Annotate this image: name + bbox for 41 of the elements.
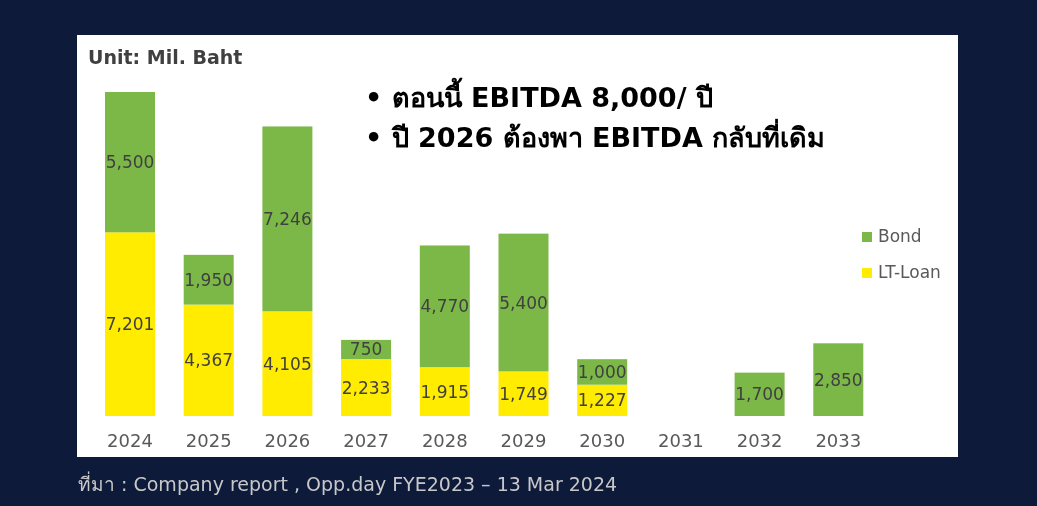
data-label: 4,367 — [184, 350, 234, 371]
annotation: • ตอนนี้ EBITDA 8,000/ ปี — [365, 77, 713, 113]
x-tick-label: 2026 — [264, 430, 311, 451]
bar — [183, 304, 234, 416]
x-tick-label: 2027 — [343, 430, 390, 451]
data-label: 2,850 — [813, 369, 863, 390]
x-tick-label: 2025 — [185, 430, 232, 451]
data-label: 5,400 — [499, 292, 548, 313]
x-tick-label: 2030 — [579, 430, 626, 451]
bar — [262, 126, 313, 312]
data-label: 1,950 — [184, 269, 234, 290]
annotation: • ปี 2026 ต้องพา EBITDA กลับที่เดิม — [365, 118, 826, 153]
data-label: 4,770 — [420, 296, 470, 317]
chart-subtitle: Unit: Mil. Baht — [88, 46, 243, 68]
data-label: 1,700 — [735, 384, 784, 405]
legend-label: Bond — [878, 226, 922, 246]
data-label: 7,201 — [105, 314, 155, 335]
bar — [813, 343, 864, 416]
data-label: 1,915 — [420, 381, 470, 402]
data-label: 1,749 — [499, 383, 548, 404]
bar — [105, 92, 155, 233]
data-label: 750 — [349, 339, 383, 360]
data-label: 7,246 — [263, 208, 312, 229]
legend-label: LT-Loan — [878, 262, 941, 282]
x-tick-label: 2031 — [657, 430, 704, 451]
data-label: 1,000 — [577, 361, 627, 382]
bar — [262, 311, 313, 416]
x-tick-label: 2033 — [815, 430, 862, 451]
bar — [105, 232, 155, 416]
x-tick-label: 2028 — [421, 430, 468, 451]
data-label: 5,500 — [105, 152, 155, 173]
x-tick-label: 2029 — [500, 430, 547, 451]
bar — [419, 245, 470, 368]
bar — [341, 359, 392, 416]
data-label: 1,227 — [577, 390, 627, 411]
x-tick-label: 2024 — [107, 430, 153, 451]
data-label: 2,233 — [341, 377, 391, 398]
x-tick-label: 2032 — [736, 430, 783, 451]
data-label: 4,105 — [263, 353, 312, 374]
text: ที่มา : Company report , Opp.day FYE2023 – 13 Mar 2024 — [78, 471, 618, 495]
bar — [498, 233, 549, 372]
